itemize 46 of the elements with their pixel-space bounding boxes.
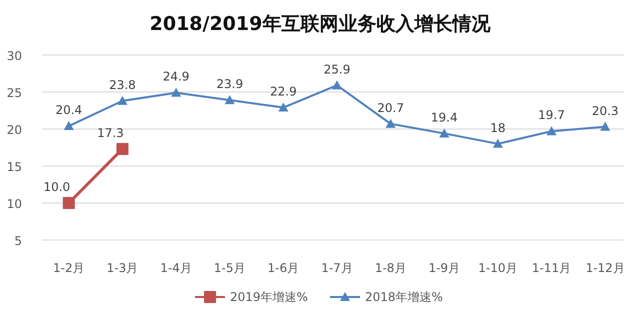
data-label: 24.9 (162, 70, 190, 84)
point (332, 80, 342, 90)
point (117, 96, 128, 105)
x-tick-label: 1-6月 (268, 261, 300, 275)
x-tick-label: 1-12月 (586, 261, 625, 275)
point (600, 122, 610, 131)
point (171, 88, 182, 97)
data-label: 25.9 (324, 62, 350, 76)
data-label: 23.9 (216, 77, 244, 92)
chart-title: 2018/2019年互联网业务收入增长情况 (150, 13, 492, 35)
point (62, 197, 75, 209)
y-tick-label: 20 (6, 123, 22, 137)
x-tick-label: 1-3月 (106, 261, 138, 275)
data-label: 20.3 (592, 104, 619, 118)
data-label: 22.9 (270, 84, 297, 99)
y-tick-label: 30 (6, 49, 22, 63)
x-tick-label: 1-4月 (160, 261, 192, 275)
data-label: 20.4 (55, 103, 82, 118)
point (492, 138, 503, 148)
point (439, 128, 450, 138)
y-tick-label: 5 (14, 234, 22, 248)
point (64, 121, 74, 130)
y-tick-label: 15 (6, 160, 22, 174)
legend-label: 2019年增速% (230, 290, 308, 304)
data-label: 23.8 (109, 78, 136, 92)
x-tick-label: 1-8月 (374, 261, 406, 275)
data-label: 10.0 (43, 180, 70, 194)
point (546, 126, 557, 136)
data-label: 19.7 (538, 108, 565, 122)
y-tick-label: 25 (6, 86, 22, 100)
point (224, 95, 235, 104)
x-tick-label: 1-5月 (214, 261, 246, 275)
x-tick-label: 1-9月 (428, 261, 460, 275)
x-tick-label: 1-11月 (532, 261, 572, 275)
point (116, 142, 128, 155)
y-tick-label: 10 (6, 197, 22, 211)
data-label: 18 (490, 120, 506, 135)
legend-label: 2018年增速% (365, 290, 443, 304)
data-label: 19.4 (430, 110, 458, 124)
data-label: 17.3 (97, 126, 124, 140)
x-tick-label: 1-2月 (53, 261, 85, 275)
data-label: 20.7 (377, 100, 404, 115)
x-tick-label: 1-10月 (478, 261, 518, 275)
point (386, 118, 396, 128)
point (278, 102, 288, 112)
x-tick-label: 1-7月 (321, 261, 353, 275)
